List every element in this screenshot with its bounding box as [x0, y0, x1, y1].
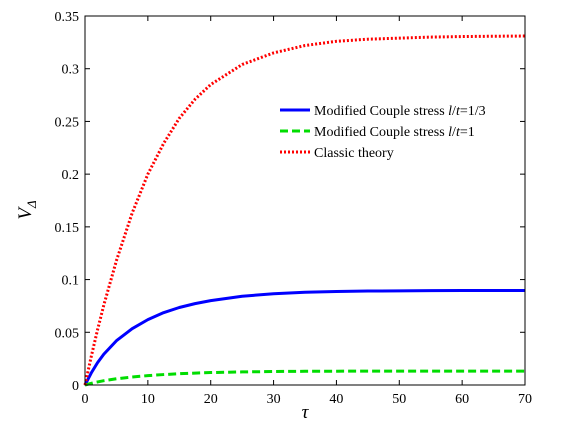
x-tick-label: 70	[518, 392, 532, 407]
series-layer	[83, 34, 526, 387]
y-tick-label: 0.25	[55, 115, 80, 130]
y-axis-label: VΔ	[15, 200, 39, 220]
y-axis-label-main: V	[15, 206, 36, 220]
x-tick-label: 0	[82, 392, 89, 407]
plot-frame	[84, 15, 526, 386]
x-tick-label: 60	[455, 392, 469, 407]
y-tick-label: 0.35	[55, 10, 80, 25]
y-tick-label: 0.2	[62, 168, 80, 183]
x-tick-label: 30	[267, 392, 281, 407]
x-tick-label: 50	[392, 392, 406, 407]
series-line	[83, 289, 525, 386]
series-line	[83, 34, 526, 386]
y-tick-label: 0.05	[55, 326, 80, 341]
legend: Modified Couple stress l/t=1/3 Modified C…	[280, 104, 486, 161]
y-axis-label-subscript: Δ	[24, 200, 39, 209]
x-tick-label: 10	[141, 392, 155, 407]
legend-label: Classic theory	[314, 146, 394, 161]
y-tick-label: 0.15	[55, 221, 80, 236]
legend-label: Modified Couple stress l/t=1	[314, 125, 475, 140]
x-tick-label: 20	[204, 392, 218, 407]
ticks-layer: 0 10 20 30 40 50 60 70 0 0.05 0.1 0.15 0.2 0.25 0.3 0.3…	[55, 10, 533, 407]
y-tick-label: 0	[72, 379, 79, 394]
y-tick-label: 0.3	[62, 63, 80, 78]
y-tick-label: 0.1	[62, 274, 80, 289]
series-line	[84, 369, 525, 387]
x-tick-label: 40	[329, 392, 343, 407]
plot-area	[85, 16, 525, 385]
legend-label: Modified Couple stress l/t=1/3	[314, 104, 486, 119]
x-axis-label: τ	[302, 402, 310, 423]
